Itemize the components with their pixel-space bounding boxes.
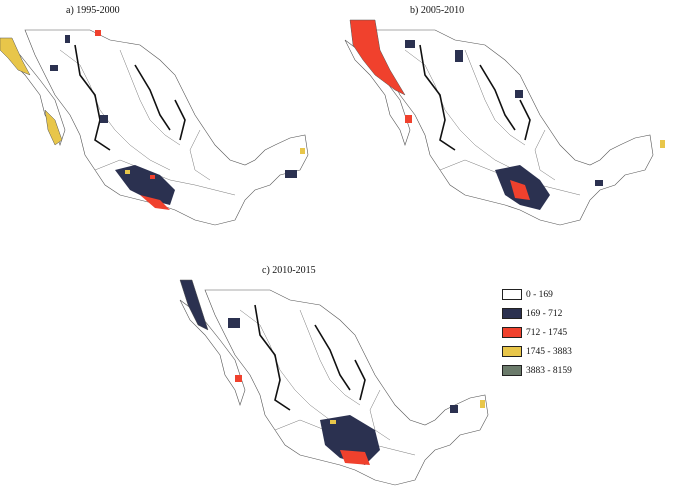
legend-item: 712 - 1745 xyxy=(502,323,572,342)
legend-item: 1745 - 3883 xyxy=(502,342,572,361)
legend-label: 3883 - 8159 xyxy=(526,365,572,376)
legend-item: 3883 - 8159 xyxy=(502,361,572,380)
legend-item: 0 - 169 xyxy=(502,285,572,304)
panel-a-title: a) 1995-2000 xyxy=(66,5,120,16)
legend-item: 169 - 712 xyxy=(502,304,572,323)
legend-swatch xyxy=(502,308,522,319)
legend-swatch xyxy=(502,365,522,376)
panel-b-title: b) 2005-2010 xyxy=(410,5,465,16)
panel-c-title: c) 2010-2015 xyxy=(262,265,316,276)
legend-label: 0 - 169 xyxy=(526,289,553,300)
legend: 0 - 169 169 - 712 712 - 1745 1745 - 3883… xyxy=(502,285,572,380)
legend-label: 169 - 712 xyxy=(526,308,563,319)
legend-swatch xyxy=(502,289,522,300)
legend-swatch xyxy=(502,327,522,338)
map-panel-a xyxy=(0,29,309,226)
map-panel-b xyxy=(344,19,665,226)
legend-label: 712 - 1745 xyxy=(526,327,568,338)
legend-label: 1745 - 3883 xyxy=(526,346,572,357)
map-panel-c xyxy=(179,279,489,486)
legend-swatch xyxy=(502,346,522,357)
